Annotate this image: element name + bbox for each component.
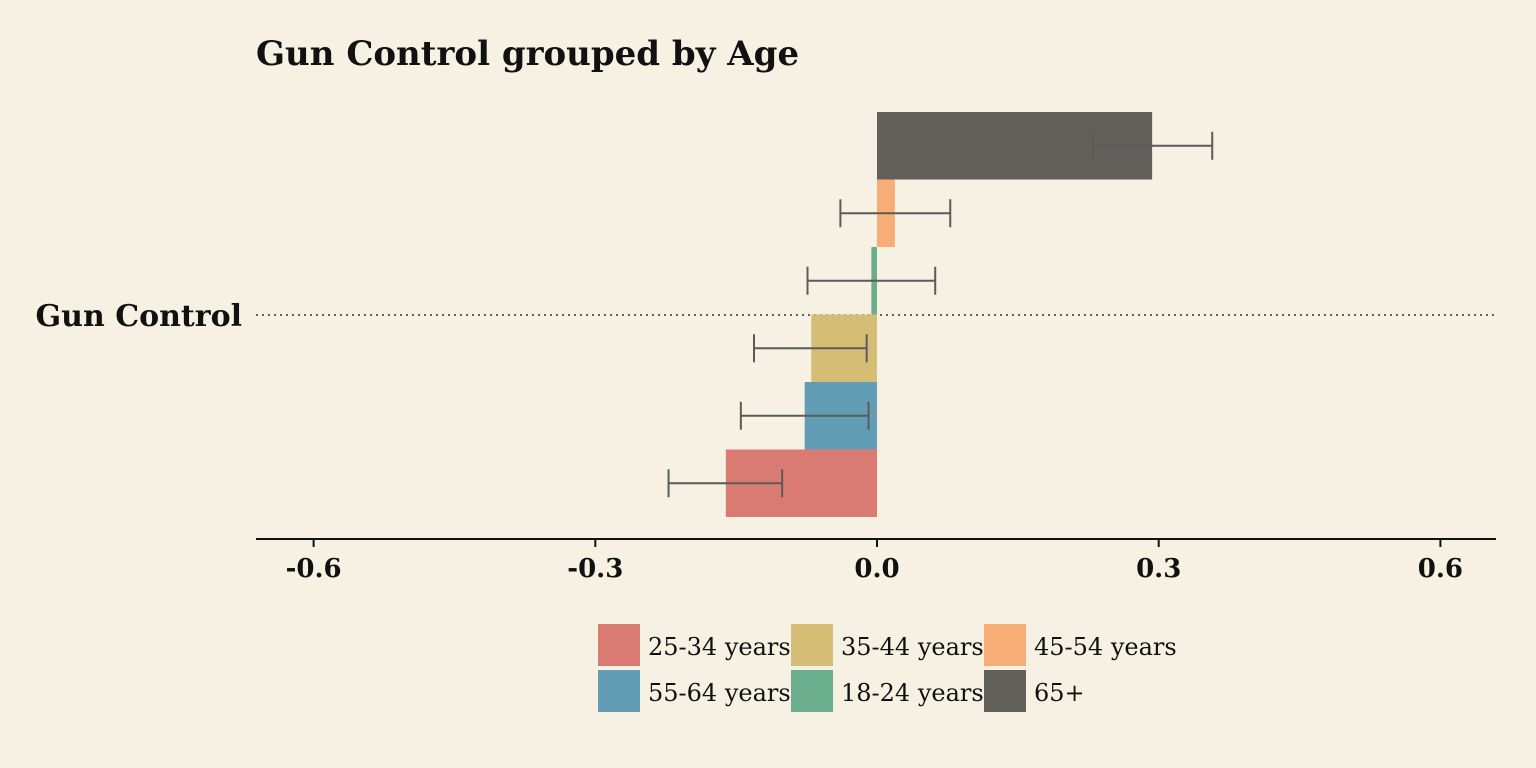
error-bar-45-54-years	[839, 199, 952, 228]
category-label: Gun Control	[36, 299, 242, 334]
x-tick-label: 0.6	[1418, 554, 1463, 584]
x-axis-ticks: -0.6 -0.3 0.0 0.3 0.6	[286, 539, 1463, 584]
legend-label: 55-64 years	[648, 679, 791, 707]
error-bar-18-24-years	[806, 266, 937, 295]
legend-label: 45-54 years	[1034, 633, 1177, 661]
legend-item-18-24-years: 18-24 years	[791, 670, 984, 712]
legend-item-25-34-years: 25-34 years	[598, 624, 791, 666]
legend-label: 25-34 years	[648, 633, 791, 661]
legend-item-55-64-years: 55-64 years	[598, 670, 791, 712]
legend-swatch	[598, 624, 640, 666]
error-bar-55-64-years	[739, 401, 870, 430]
x-tick-label: 0.0	[854, 554, 899, 584]
bars-layer	[725, 112, 1153, 517]
error-bars-layer	[667, 131, 1214, 498]
legend-item-45-54-years: 45-54 years	[984, 624, 1177, 666]
legend-label: 35-44 years	[841, 633, 984, 661]
legend-swatch	[598, 670, 640, 712]
legend-item-65: 65+	[984, 670, 1085, 712]
legend-label: 18-24 years	[841, 679, 984, 707]
chart-title: Gun Control grouped by Age	[256, 34, 799, 74]
error-bar-35-44-years	[752, 334, 868, 363]
x-tick-label: 0.3	[1136, 554, 1181, 584]
error-bar-65	[1091, 131, 1214, 160]
legend-label: 65+	[1034, 679, 1085, 707]
legend-swatch	[791, 670, 833, 712]
legend-swatch	[791, 624, 833, 666]
legend-swatch	[984, 670, 1026, 712]
x-tick-label: -0.6	[286, 554, 342, 584]
legend: 25-34 years 35-44 years 45-54 years 55-64 y…	[598, 624, 1177, 712]
legend-item-35-44-years: 35-44 years	[791, 624, 984, 666]
error-bar-25-34-years	[667, 469, 784, 498]
x-tick-label: -0.3	[567, 554, 623, 584]
legend-swatch	[984, 624, 1026, 666]
